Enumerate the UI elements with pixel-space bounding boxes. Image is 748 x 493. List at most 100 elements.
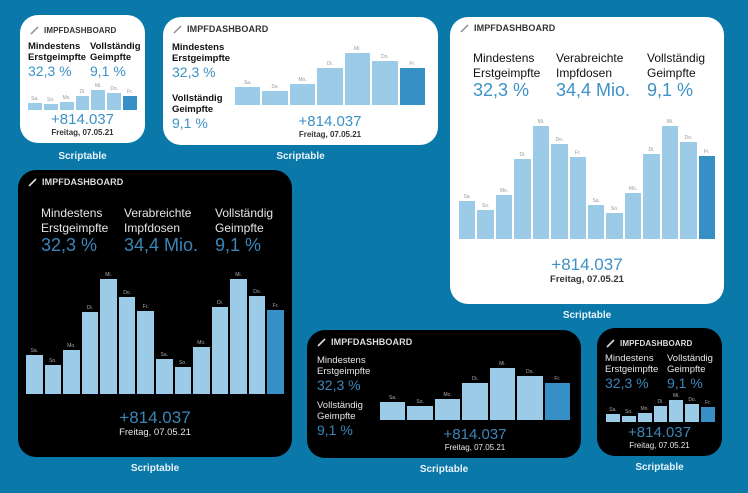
chart-bar: [211, 307, 229, 394]
widget-large-light[interactable]: IMPFDASHBOARD Mindestens Erstgeimpfte 32…: [450, 17, 724, 304]
bar-day-label: Sa.: [31, 95, 39, 102]
chart-bar: [407, 405, 433, 420]
app-caption: Scriptable: [130, 463, 180, 474]
pencil-icon: [28, 178, 37, 187]
stat-first-dose: Mindestens Erstgeimpfte 32,3 %: [473, 51, 540, 100]
chart-bar: [75, 95, 90, 110]
chart-bar: [653, 406, 668, 422]
stat-label: Erstgeimpfte: [28, 52, 87, 63]
stat-value: 32,3 %: [172, 64, 216, 80]
bar-day-label: Do.: [525, 369, 534, 376]
chart-bar: [28, 102, 42, 110]
widget-header: IMPFDASHBOARD: [173, 24, 268, 34]
widget-header: IMPFDASHBOARD: [317, 337, 412, 347]
bar-day-label: Mi.: [354, 46, 361, 53]
stat-first-dose: Mindestens Erstgeimpfte 32,3 %: [605, 353, 658, 392]
chart-bar: [289, 83, 316, 105]
stat-label: Geimpfte: [317, 411, 356, 422]
stat-label: Geimpfte: [172, 104, 214, 115]
widget-title: IMPFDASHBOARD: [44, 25, 117, 35]
daily-delta: +814.037: [298, 113, 362, 130]
date-label: Freitag, 07.05.21: [444, 443, 506, 452]
stat-label: Erstgeimpfte: [172, 53, 231, 64]
stat-value: 9,1 %: [215, 235, 262, 255]
stat-label: Erstgeimpfte: [473, 65, 541, 80]
daily-delta: +814.037: [119, 408, 191, 427]
widget-small-light[interactable]: IMPFDASHBOARD Mindestens Erstgeimpfte 32…: [20, 15, 145, 143]
bar-day-label: Sa.: [463, 194, 471, 201]
stat-label: Geimpfte: [90, 52, 132, 63]
stat-label: Erstgeimpfte: [317, 366, 371, 377]
bar-day-label: Mo.: [298, 76, 307, 83]
chart-bar: [63, 349, 80, 394]
chart-bar: [156, 358, 173, 394]
stat-value: 32,3 %: [605, 375, 649, 391]
widget-medium-light[interactable]: IMPFDASHBOARD Mindestens Erstgeimpfte 32…: [163, 17, 438, 145]
chart-bar: [230, 279, 247, 394]
chart-bar: [661, 126, 679, 239]
bar-day-label: Fr.: [554, 376, 561, 383]
chart-bar: [643, 153, 660, 239]
date-label: Freitag, 07.05.21: [550, 274, 624, 285]
chart-bar: [621, 416, 636, 422]
stat-first-dose: Mindestens Erstgeimpfte 32,3 %: [28, 41, 86, 80]
chart-bar: [514, 158, 531, 239]
chart-bar: [680, 142, 697, 239]
widget-header: IMPFDASHBOARD: [30, 25, 116, 35]
chart-bar: [532, 126, 550, 239]
bar-day-label: Mo.: [499, 188, 509, 195]
bar-day-label: Mi.: [105, 272, 112, 279]
stat-label: Vollständig: [90, 41, 141, 52]
widget-small-dark[interactable]: IMPFDASHBOARD Mindestens Erstgeimpfte 32…: [597, 328, 722, 456]
stat-value: 32,3 %: [317, 377, 361, 393]
pencil-icon: [606, 339, 615, 348]
pencil-icon: [317, 338, 326, 347]
widget-footer: +814.037 Freitag, 07.05.21: [235, 113, 425, 139]
chart-bar: [624, 193, 642, 239]
pencil-icon: [173, 25, 182, 34]
app-caption: Scriptable: [635, 462, 684, 473]
chart-bar: [399, 68, 425, 105]
app-caption: Scriptable: [58, 151, 107, 162]
bar-day-label: Di.: [519, 151, 526, 158]
chart-bar: [685, 403, 700, 422]
stat-doses: Verabreichte Impfdosen 34,4 Mio.: [556, 51, 630, 100]
stat-label: Vollständig: [215, 206, 274, 220]
stat-label: Mindestens: [28, 41, 81, 52]
chart-bar: [569, 157, 586, 239]
stat-fully-vaccinated: Vollständig Geimpfte 9,1 %: [667, 353, 713, 392]
stat-fully-vaccinated: Vollständig Geimpfte 9,1 %: [90, 41, 141, 80]
app-caption: Scriptable: [562, 310, 612, 321]
bar-day-label: Mo.: [197, 340, 206, 347]
chart-bar: [588, 204, 605, 239]
bar-day-label: Do.: [380, 54, 389, 61]
chart-bar: [26, 355, 43, 394]
bar-day-label: Mi.: [235, 272, 242, 279]
chart-bar: [606, 212, 623, 239]
bar-day-label: Mi.: [499, 361, 506, 368]
bar-day-label: Sa.: [609, 407, 617, 414]
bar-chart: Sa. So. Mo. Di. Mi. Do. Fr.: [380, 354, 570, 420]
bar-chart: Sa. So. Mo. Di. Mi. Do. Fr.: [28, 80, 137, 110]
app-caption: Scriptable: [419, 464, 469, 475]
widget-title: IMPFDASHBOARD: [42, 177, 124, 187]
stat-value: 9,1 %: [90, 63, 126, 79]
daily-delta: +814.037: [443, 426, 507, 443]
chart-bar: [174, 367, 192, 394]
bar-day-label: Sa.: [388, 394, 397, 401]
chart-bar: [137, 310, 154, 394]
widget-footer: +814.037 Freitag, 07.05.21: [18, 408, 292, 438]
chart-bar: [489, 368, 516, 420]
bar-day-label: So.: [179, 360, 187, 367]
bar-day-label: Do.: [253, 288, 262, 295]
chart-bar: [107, 92, 122, 110]
bar-day-label: Di.: [471, 375, 479, 382]
widget-footer: +814.037 Freitag, 07.05.21: [597, 424, 722, 450]
widget-footer: +814.037 Freitag, 07.05.21: [20, 111, 145, 137]
widget-large-dark[interactable]: IMPFDASHBOARD Mindestens Erstgeimpfte 32…: [18, 170, 292, 457]
chart-bar: [459, 201, 476, 239]
stat-label: Vollständig: [667, 353, 713, 364]
bar-day-label: So.: [416, 398, 424, 405]
bar-day-label: Mi.: [673, 393, 680, 399]
widget-medium-dark[interactable]: IMPFDASHBOARD Mindestens Erstgeimpfte 32…: [307, 330, 581, 458]
